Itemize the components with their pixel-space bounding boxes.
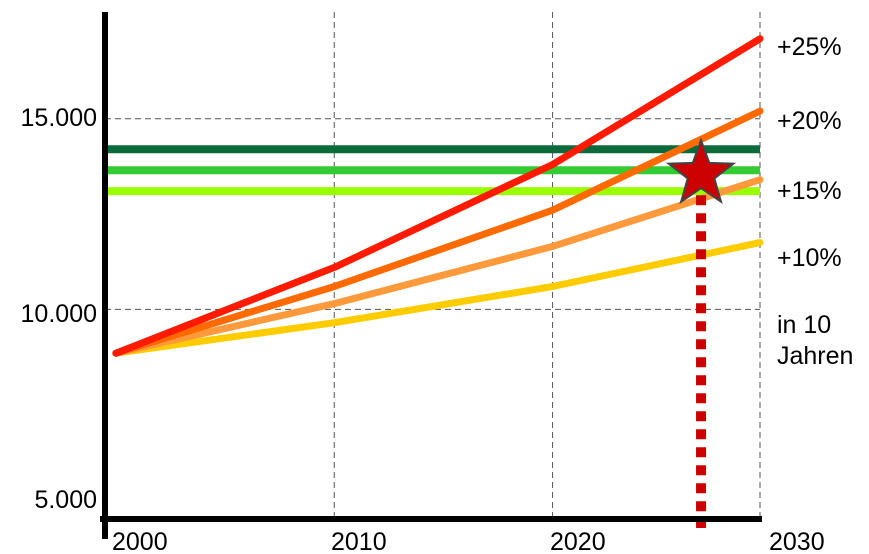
- y-tick-label: 15.000: [21, 104, 97, 132]
- x-tick-label: 2020: [550, 528, 606, 554]
- y-tick-label: 10.000: [21, 300, 97, 328]
- labels: 2000 2010 2020 2030 5.000 10.000 15.000 …: [21, 33, 854, 554]
- series-label-10-years-line1: in 10: [777, 311, 831, 339]
- series-line: [112, 35, 764, 357]
- series-line: [112, 239, 764, 357]
- axes: [100, 12, 762, 539]
- y-tick-label: 5.000: [34, 486, 97, 514]
- series-line: [112, 176, 764, 357]
- series-line: [112, 107, 764, 357]
- reference-lines: [105, 145, 760, 196]
- series-label-20: +20%: [777, 107, 842, 135]
- x-tick-label: 2000: [112, 528, 168, 554]
- series-label-15: +15%: [777, 177, 842, 205]
- series-label-25: +25%: [777, 33, 842, 61]
- series-lines: [112, 35, 764, 357]
- x-tick-label: 2010: [331, 528, 387, 554]
- series-label-10-years: in 10 Jahren: [777, 311, 853, 370]
- star-marker: [665, 137, 737, 205]
- series-label-10-years-line2: Jahren: [777, 342, 853, 370]
- x-tick-label: 2030: [769, 528, 825, 554]
- marker-layer: [665, 137, 737, 528]
- series-label-10: +10%: [777, 244, 842, 272]
